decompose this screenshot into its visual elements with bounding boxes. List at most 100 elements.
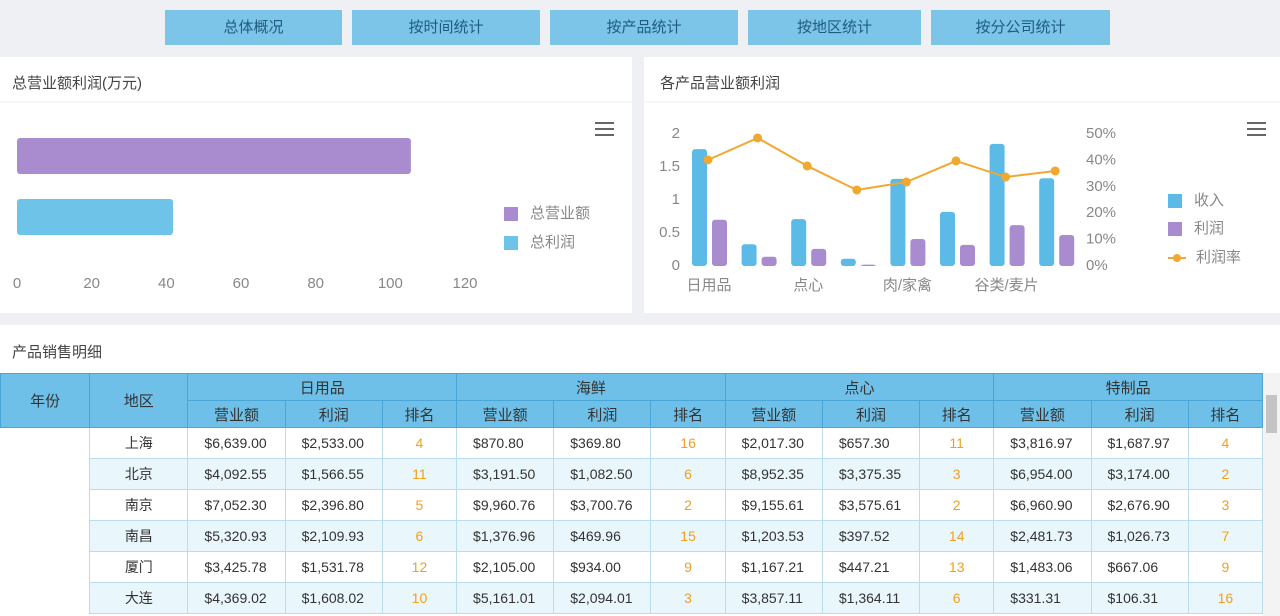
y2-tick-label: 50% <box>1086 125 1116 142</box>
amount-cell: $3,816.97 <box>993 427 1092 459</box>
amount-cell: $2,105.00 <box>456 551 555 583</box>
amount-cell: $1,364.11 <box>821 582 921 614</box>
region-cell: 北京 <box>89 458 189 490</box>
amount-cell: $3,375.35 <box>821 458 921 490</box>
rank-cell: 2 <box>650 489 726 521</box>
bar <box>960 244 975 266</box>
line-marker <box>1001 172 1011 182</box>
menu-icon[interactable] <box>595 122 614 136</box>
amount-cell: $2,109.93 <box>284 520 383 552</box>
amount-cell: $3,575.61 <box>821 489 921 521</box>
sub-header: 营业额 <box>187 400 286 428</box>
amount-cell: $3,191.50 <box>456 458 555 490</box>
amount-cell: $2,533.00 <box>284 427 383 459</box>
amount-cell: $1,167.21 <box>724 551 823 583</box>
y2-tick-label: 30% <box>1086 178 1116 195</box>
legend-swatch <box>1168 222 1182 236</box>
bar <box>741 244 757 266</box>
rank-cell: 15 <box>650 520 726 552</box>
bar <box>791 219 807 266</box>
sub-header: 利润 <box>284 400 383 428</box>
amount-cell: $4,369.02 <box>187 582 286 614</box>
sub-header: 利润 <box>1090 400 1189 428</box>
bar <box>860 264 876 266</box>
line-marker <box>703 155 713 165</box>
y2-tick-label: 0% <box>1086 257 1108 274</box>
amount-cell: $447.21 <box>821 551 921 583</box>
rank-cell: 3 <box>1187 489 1263 521</box>
rank-cell: 14 <box>919 520 995 552</box>
legend-swatch <box>504 236 518 250</box>
sub-header: 排名 <box>919 400 995 428</box>
amount-cell: $3,174.00 <box>1090 458 1189 490</box>
nav-tab[interactable]: 按分公司统计 <box>931 10 1110 45</box>
nav-tab[interactable]: 按产品统计 <box>550 10 738 45</box>
line-marker <box>901 177 911 187</box>
amount-cell: $3,857.11 <box>724 582 823 614</box>
sub-header: 营业额 <box>724 400 823 428</box>
data-row: 北京 $4,092.55 $1,566.55 11 $3,191.50 $1,082.50… <box>1 458 1263 490</box>
y-tick-label: 2 <box>672 125 680 142</box>
bar <box>712 219 727 266</box>
x-tick-label: 20 <box>83 275 100 292</box>
amount-cell: $870.80 <box>456 427 555 459</box>
amount-cell: $8,952.35 <box>724 458 823 490</box>
nav-tab[interactable]: 总体概况 <box>165 10 342 45</box>
group-header: 海鲜 <box>456 373 726 401</box>
nav-tab[interactable]: 按时间统计 <box>352 10 540 45</box>
legend-marker <box>1173 254 1181 262</box>
nav-tab[interactable]: 按地区统计 <box>748 10 921 45</box>
amount-cell: $1,026.73 <box>1090 520 1189 552</box>
line <box>707 136 1056 192</box>
rank-cell: 5 <box>381 489 458 521</box>
data-row: 大连 $4,369.02 $1,608.02 10 $5,161.01 $2,094.01… <box>1 582 1263 614</box>
amount-cell: $6,954.00 <box>993 458 1092 490</box>
data-row: 南昌 $5,320.93 $2,109.93 6 $1,376.96 $469.96 15 $… <box>1 520 1263 552</box>
bar <box>17 138 411 174</box>
sub-header: 营业额 <box>456 400 555 428</box>
amount-cell: $7,052.30 <box>187 489 286 521</box>
rank-cell: 2 <box>919 489 995 521</box>
scroll-thumb[interactable] <box>1266 395 1277 433</box>
panel <box>644 57 1280 313</box>
amount-cell: $397.52 <box>821 520 921 552</box>
year-cell <box>0 427 90 614</box>
group-header: 日用品 <box>187 373 458 401</box>
data-row: 厦门 $3,425.78 $1,531.78 12 $2,105.00 $934.00 9 $… <box>1 551 1263 583</box>
legend-label: 利润 <box>1194 220 1224 237</box>
line-marker <box>852 185 862 195</box>
amount-cell: $2,396.80 <box>284 489 383 521</box>
y-tick-label: 1 <box>672 191 680 208</box>
region-cell: 大连 <box>89 582 189 614</box>
amount-cell: $4,092.55 <box>187 458 286 490</box>
bar <box>761 256 777 266</box>
bar <box>1059 234 1075 266</box>
line-marker <box>1050 166 1060 176</box>
chart-title: 总营业额利润(万元) <box>12 75 142 92</box>
rank-cell: 16 <box>1187 582 1263 614</box>
legend-label: 总利润 <box>530 234 575 251</box>
sub-header: 排名 <box>381 400 458 428</box>
bar <box>17 199 174 235</box>
menu-icon[interactable] <box>1247 122 1266 136</box>
chart-title: 各产品营业额利润 <box>660 75 781 92</box>
rank-cell: 9 <box>650 551 726 583</box>
amount-cell: $3,700.76 <box>553 489 652 521</box>
amount-cell: $6,960.90 <box>993 489 1092 521</box>
amount-cell: $1,687.97 <box>1090 427 1189 459</box>
rank-cell: 2 <box>1187 458 1263 490</box>
rank-cell: 6 <box>919 582 995 614</box>
amount-cell: $106.31 <box>1090 582 1189 614</box>
x-tick-label: 日用品 <box>686 277 731 294</box>
rank-cell: 6 <box>381 520 458 552</box>
rank-cell: 7 <box>1187 520 1263 552</box>
amount-cell: $331.31 <box>993 582 1092 614</box>
x-tick-label: 100 <box>378 275 403 292</box>
scrollbar[interactable] <box>1263 373 1280 616</box>
amount-cell: $5,161.01 <box>456 582 555 614</box>
x-tick-label: 80 <box>307 275 324 292</box>
bar <box>692 149 707 266</box>
header-cell: 地区 <box>89 373 189 428</box>
amount-cell: $1,203.53 <box>724 520 823 552</box>
